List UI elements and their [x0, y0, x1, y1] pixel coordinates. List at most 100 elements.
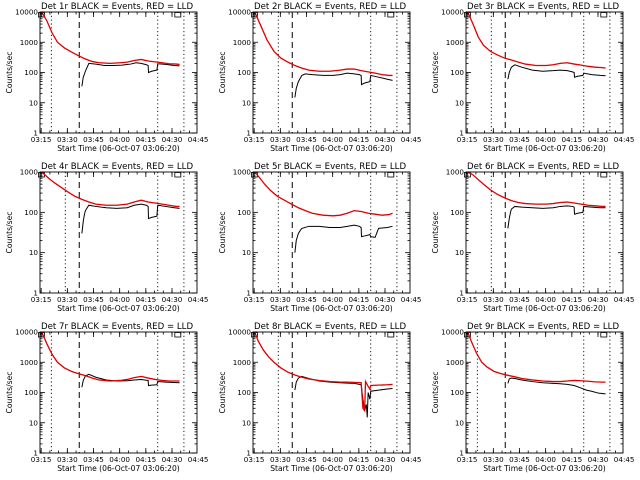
- x-tick-label: 04:15: [348, 135, 369, 144]
- y-tick-label: 1: [33, 449, 38, 458]
- series-lld-line: [41, 332, 180, 382]
- panel-title: Det 9r BLACK = Events, RED = LLD: [467, 322, 619, 332]
- y-axis-label: Counts/sec: [5, 212, 14, 254]
- x-tick-label: 04:15: [135, 455, 156, 464]
- x-tick-label: 04:45: [401, 295, 422, 304]
- x-tick-label: 03:30: [57, 295, 78, 304]
- series-events-line: [294, 224, 393, 253]
- y-axis-label: Counts/sec: [431, 52, 440, 94]
- x-tick-label: 03:45: [83, 135, 104, 144]
- x-tick-label: 04:15: [135, 135, 156, 144]
- x-tick-label: 04:15: [348, 295, 369, 304]
- series-lld-line: [254, 172, 393, 217]
- y-tick-label: 100: [24, 388, 38, 397]
- x-tick-label: 03:30: [483, 135, 504, 144]
- y-tick-label: 1000: [20, 358, 39, 367]
- x-tick-label: 04:15: [561, 135, 582, 144]
- y-tick-label: 100: [450, 208, 464, 217]
- y-tick-label: 10000: [15, 8, 38, 17]
- x-tick-label: 03:45: [509, 295, 530, 304]
- x-tick-label: 04:45: [188, 295, 209, 304]
- panel-det-3: Det 3r BLACK = Events, RED = LLD 03:15 03:…: [431, 2, 635, 153]
- y-tick-label: 10000: [15, 328, 38, 337]
- x-tick-label: 03:15: [31, 295, 52, 304]
- interval-marker: [600, 172, 608, 178]
- y-tick-label: 100: [24, 68, 38, 77]
- x-tick-label: 04:30: [588, 135, 609, 144]
- x-tick-label: 03:15: [457, 295, 478, 304]
- x-tick-label: 03:45: [509, 455, 530, 464]
- y-tick-label: 100: [450, 388, 464, 397]
- y-tick-label: 100: [237, 68, 251, 77]
- x-tick-label: 04:30: [162, 455, 183, 464]
- panel-det-1: Det 1r BLACK = Events, RED = LLD 03:15 03:…: [5, 2, 209, 153]
- x-tick-label: 04:00: [322, 135, 343, 144]
- y-tick-label: 1000: [233, 358, 252, 367]
- x-tick-label: 04:45: [614, 135, 635, 144]
- series-lld-line: [41, 12, 180, 66]
- series-lld-line: [467, 332, 606, 383]
- interval-marker: [387, 12, 395, 18]
- x-tick-label: 04:00: [535, 295, 556, 304]
- panel-title: Det 2r BLACK = Events, RED = LLD: [254, 2, 406, 12]
- y-tick-label: 10: [29, 98, 39, 107]
- x-axis-label: Start Time (06-Oct-07 03:06:20): [270, 304, 393, 313]
- series-lld-line: [467, 172, 606, 208]
- x-tick-label: 04:15: [135, 295, 156, 304]
- interval-marker: [387, 332, 395, 338]
- y-tick-label: 100: [450, 68, 464, 77]
- panel-det-9: Det 9r BLACK = Events, RED = LLD 03:15 03:…: [431, 322, 635, 473]
- x-tick-label: 04:30: [162, 295, 183, 304]
- x-tick-label: 04:00: [535, 455, 556, 464]
- series-lld-line: [254, 332, 393, 413]
- panel-det-6: Det 6r BLACK = Events, RED = LLD 03:15 03:…: [431, 162, 635, 313]
- plot-frame: [39, 171, 198, 294]
- x-tick-label: 04:30: [588, 455, 609, 464]
- y-axis-label: Counts/sec: [5, 372, 14, 414]
- y-tick-label: 1000: [446, 358, 465, 367]
- y-tick-label: 10000: [441, 8, 464, 17]
- x-tick-label: 03:45: [509, 135, 530, 144]
- x-tick-label: 04:30: [375, 455, 396, 464]
- series-lld-line: [467, 12, 606, 69]
- plot-frame: [252, 171, 411, 294]
- y-tick-label: 100: [237, 388, 251, 397]
- x-axis-label: Start Time (06-Oct-07 03:06:20): [270, 464, 393, 473]
- interval-marker: [174, 332, 182, 338]
- y-tick-label: 10: [455, 418, 465, 427]
- panel-title: Det 8r BLACK = Events, RED = LLD: [254, 322, 406, 332]
- x-axis-label: Start Time (06-Oct-07 03:06:20): [483, 304, 606, 313]
- y-tick-label: 1: [246, 289, 251, 298]
- x-tick-label: 04:00: [535, 135, 556, 144]
- x-axis-label: Start Time (06-Oct-07 03:06:20): [270, 144, 393, 153]
- x-tick-label: 04:45: [401, 455, 422, 464]
- interval-marker: [600, 332, 608, 338]
- y-tick-label: 1000: [20, 168, 39, 177]
- y-tick-label: 1000: [20, 38, 39, 47]
- series-events-line: [81, 373, 180, 388]
- x-tick-label: 03:15: [457, 135, 478, 144]
- y-tick-label: 10: [29, 418, 39, 427]
- interval-marker: [174, 12, 182, 18]
- y-tick-label: 1000: [446, 168, 465, 177]
- x-tick-label: 03:30: [57, 455, 78, 464]
- x-tick-label: 03:45: [296, 135, 317, 144]
- y-tick-label: 10: [29, 248, 39, 257]
- x-tick-label: 03:30: [270, 295, 291, 304]
- y-axis-label: Counts/sec: [431, 212, 440, 254]
- y-tick-label: 1: [33, 289, 38, 298]
- x-tick-label: 04:30: [375, 135, 396, 144]
- y-axis-label: Counts/sec: [5, 52, 14, 94]
- y-tick-label: 10000: [228, 328, 251, 337]
- series-events-line: [81, 203, 180, 234]
- x-tick-label: 04:45: [401, 135, 422, 144]
- x-axis-label: Start Time (06-Oct-07 03:06:20): [57, 304, 180, 313]
- x-tick-label: 03:45: [296, 455, 317, 464]
- x-tick-label: 04:45: [188, 455, 209, 464]
- panel-det-5: Det 5r BLACK = Events, RED = LLD 03:15 03:…: [218, 162, 422, 313]
- x-tick-label: 03:30: [483, 455, 504, 464]
- y-tick-label: 10: [242, 418, 252, 427]
- y-tick-label: 100: [237, 208, 251, 217]
- y-tick-label: 100: [24, 208, 38, 217]
